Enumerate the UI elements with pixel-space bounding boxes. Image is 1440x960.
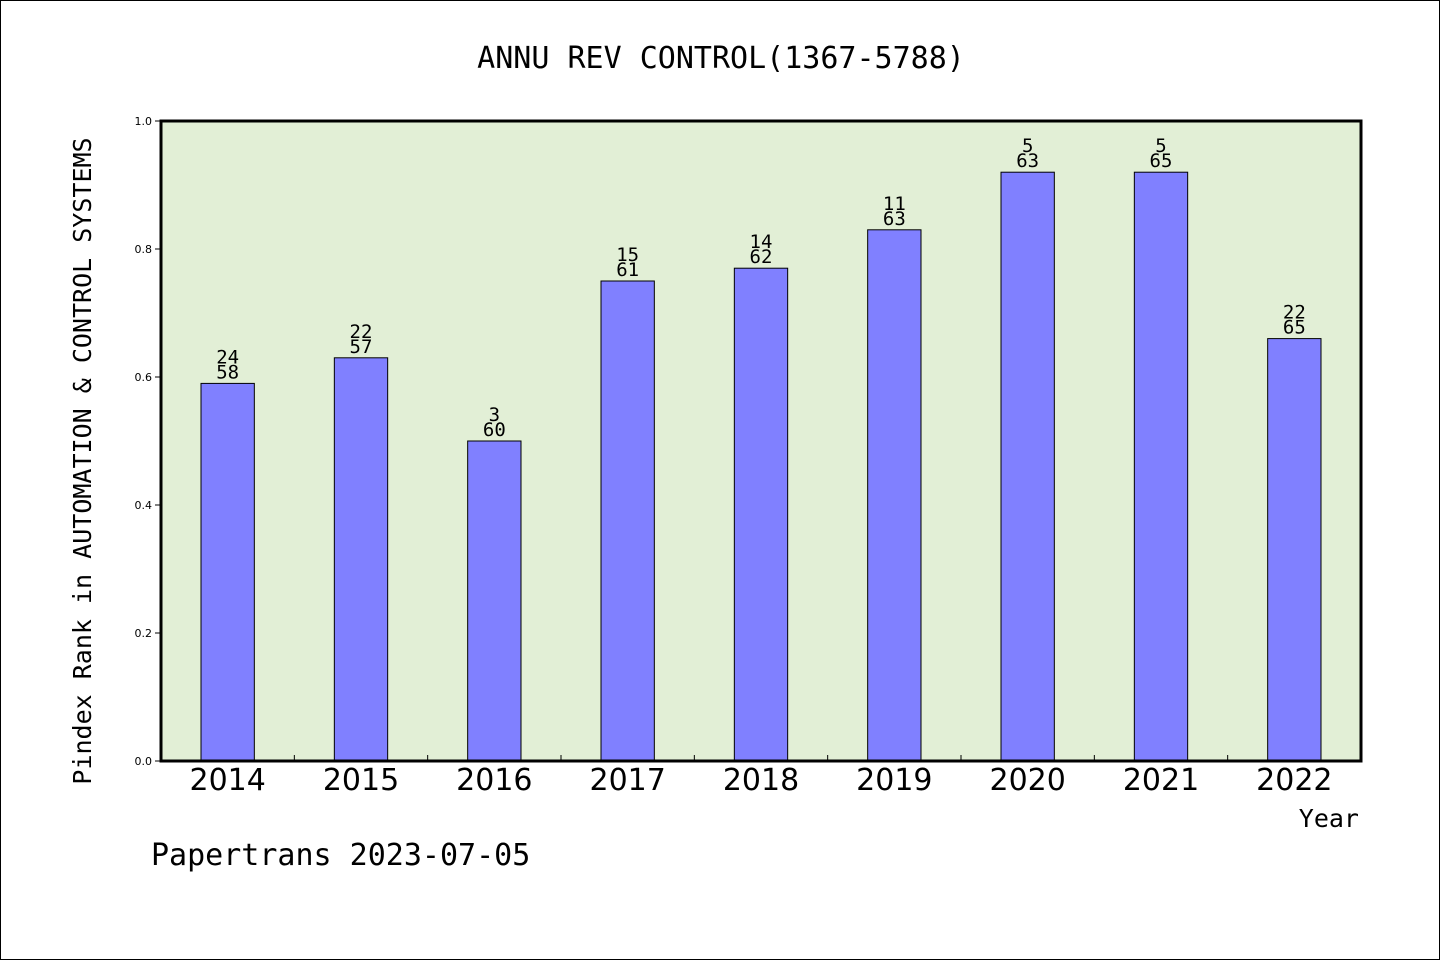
bar-2018 <box>733 267 789 762</box>
bar-label-bottom: 62 <box>750 246 773 268</box>
y-tick-label: 1.0 <box>135 115 153 128</box>
x-axis-ticks: 2014 2015 2016 2017 2018 2019 2020 2021 2022 <box>189 755 1333 798</box>
x-tick-label: 2020 <box>989 763 1065 798</box>
bar-label-bottom: 57 <box>350 336 373 358</box>
bar-label-bottom: 58 <box>216 361 239 383</box>
x-tick-label: 2014 <box>189 763 265 798</box>
bar-label-top: 15 <box>616 244 639 266</box>
y-tick-label: 0.0 <box>135 755 153 768</box>
bar-label-top: 22 <box>350 321 373 343</box>
bar-label-top: 3 <box>489 404 500 426</box>
x-tick-label: 2017 <box>589 763 665 798</box>
bar-2014 <box>200 382 255 762</box>
x-tick-label: 2022 <box>1256 763 1332 798</box>
x-tick-label: 2015 <box>323 763 399 798</box>
bar-2020 <box>1000 171 1055 762</box>
bar-label-top: 5 <box>1155 135 1166 157</box>
x-tick-label: 2021 <box>1123 763 1199 798</box>
bar-2015 <box>333 357 389 762</box>
bar-label-top: 22 <box>1283 302 1306 324</box>
footer-credit: Papertrans 2023-07-05 <box>151 838 530 873</box>
bar-2021 <box>1133 171 1189 762</box>
x-tick-label: 2016 <box>456 763 532 798</box>
bar-2016 <box>467 440 522 762</box>
bar-label-top: 14 <box>750 231 773 253</box>
bar-2017 <box>600 280 655 762</box>
bar-2022 <box>1267 338 1322 762</box>
bar-label-top: 11 <box>883 193 906 215</box>
y-tick-label: 0.4 <box>135 499 153 512</box>
bar-label-bottom: 61 <box>616 259 639 281</box>
y-axis-ticks: 0.0 0.2 0.4 0.6 0.8 1.0 <box>135 115 161 768</box>
bar-label-top: 5 <box>1022 135 1033 157</box>
bar-label-bottom: 63 <box>1016 150 1039 172</box>
chart-title: ANNU REV CONTROL(1367-5788) <box>477 41 965 76</box>
bar-label-bottom: 65 <box>1283 317 1306 339</box>
x-axis-label: Year <box>1299 804 1359 833</box>
y-tick-label: 0.6 <box>135 371 153 384</box>
y-tick-label: 0.2 <box>135 627 153 640</box>
x-tick-label: 2019 <box>856 763 932 798</box>
bar-2019 <box>867 229 922 762</box>
x-tick-label: 2018 <box>723 763 799 798</box>
bars-group <box>200 171 1322 762</box>
bar-label-top: 24 <box>216 346 239 368</box>
bar-label-bottom: 63 <box>883 208 906 230</box>
y-tick-label: 0.8 <box>135 243 153 256</box>
bar-label-bottom: 65 <box>1150 150 1173 172</box>
bar-label-bottom: 60 <box>483 419 506 441</box>
plot-border <box>159 119 1363 763</box>
y-axis-label: Pindex Rank in AUTOMATION & CONTROL SYST… <box>68 137 97 784</box>
